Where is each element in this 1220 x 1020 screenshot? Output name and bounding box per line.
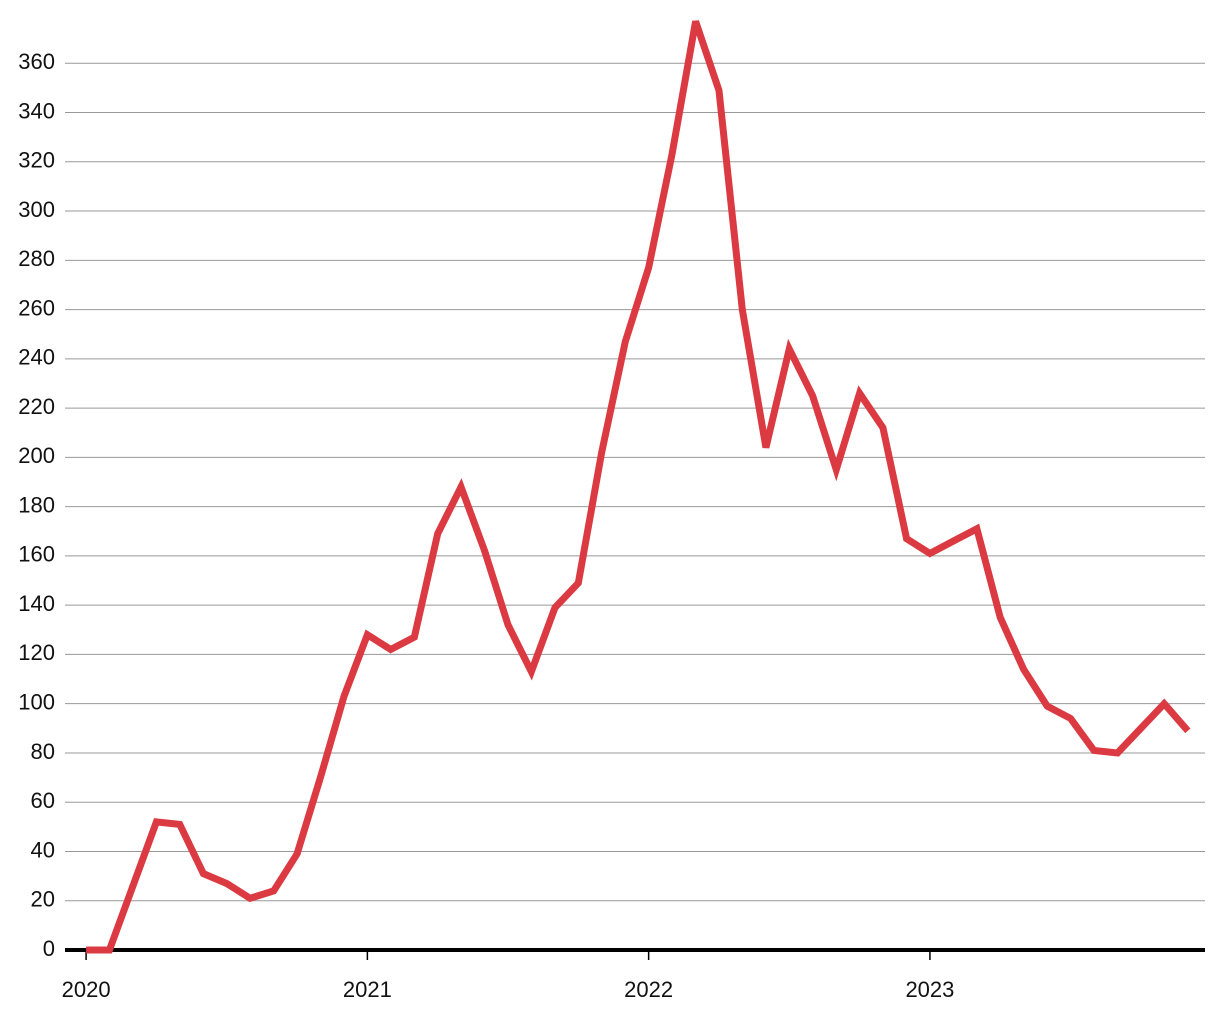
y-tick-label: 120 [18,640,55,665]
y-tick-label: 260 [18,295,55,320]
y-tick-label: 360 [18,49,55,74]
x-tick-label: 2022 [624,977,673,1002]
y-tick-label: 240 [18,345,55,370]
x-tick-label: 2021 [343,977,392,1002]
y-tick-label: 160 [18,542,55,567]
y-tick-label: 320 [18,148,55,173]
y-tick-label: 280 [18,246,55,271]
y-tick-label: 0 [43,936,55,961]
y-tick-label: 220 [18,394,55,419]
y-tick-label: 140 [18,591,55,616]
y-tick-label: 60 [31,788,55,813]
y-tick-label: 200 [18,443,55,468]
y-tick-label: 100 [18,689,55,714]
y-tick-label: 180 [18,492,55,517]
y-tick-label: 300 [18,197,55,222]
y-tick-label: 40 [31,837,55,862]
y-tick-label: 80 [31,739,55,764]
y-tick-label: 20 [31,887,55,912]
y-tick-label: 340 [18,98,55,123]
x-tick-label: 2023 [905,977,954,1002]
x-tick-label: 2020 [62,977,111,1002]
line [86,20,1191,954]
